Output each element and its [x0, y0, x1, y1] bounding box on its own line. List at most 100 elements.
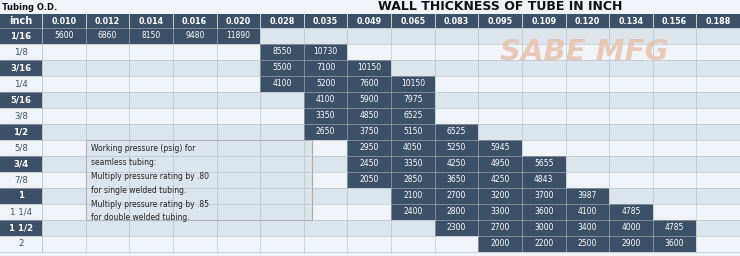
- Bar: [303, 188, 347, 204]
- Bar: [565, 204, 609, 220]
- Text: 9480: 9480: [185, 31, 204, 40]
- Bar: [86, 156, 130, 172]
- Bar: [434, 124, 478, 140]
- Bar: [42, 92, 86, 108]
- Bar: [173, 92, 217, 108]
- Bar: [478, 172, 522, 188]
- Text: 0.028: 0.028: [269, 16, 295, 26]
- Bar: [130, 172, 173, 188]
- Text: 5900: 5900: [360, 95, 379, 104]
- Bar: [0, 156, 42, 172]
- Bar: [609, 188, 653, 204]
- Bar: [565, 236, 609, 252]
- Bar: [522, 204, 565, 220]
- Bar: [260, 220, 303, 236]
- Bar: [173, 156, 217, 172]
- Bar: [173, 172, 217, 188]
- Bar: [653, 108, 696, 124]
- Bar: [653, 204, 696, 220]
- Bar: [522, 236, 565, 252]
- Text: 0.188: 0.188: [705, 16, 731, 26]
- Bar: [86, 14, 130, 28]
- Bar: [173, 220, 217, 236]
- Text: 10150: 10150: [357, 63, 381, 72]
- Bar: [86, 108, 130, 124]
- Bar: [347, 236, 391, 252]
- Bar: [565, 44, 609, 60]
- Text: 4843: 4843: [534, 176, 554, 185]
- Text: 2200: 2200: [534, 240, 554, 249]
- Bar: [609, 92, 653, 108]
- Bar: [347, 28, 391, 44]
- Text: 5600: 5600: [54, 31, 73, 40]
- Text: 7/8: 7/8: [14, 176, 28, 185]
- Bar: [260, 14, 303, 28]
- Bar: [696, 140, 740, 156]
- Bar: [86, 140, 312, 220]
- Bar: [0, 108, 42, 124]
- Text: 3400: 3400: [577, 223, 597, 232]
- Text: 1/4: 1/4: [14, 80, 28, 89]
- Text: 0.020: 0.020: [226, 16, 251, 26]
- Bar: [303, 204, 347, 220]
- Bar: [0, 60, 42, 76]
- Bar: [42, 156, 86, 172]
- Bar: [609, 44, 653, 60]
- Bar: [0, 0, 260, 14]
- Bar: [42, 108, 86, 124]
- Text: 1 1/2: 1 1/2: [9, 223, 33, 232]
- Bar: [303, 220, 347, 236]
- Bar: [478, 220, 522, 236]
- Bar: [696, 172, 740, 188]
- Bar: [217, 220, 260, 236]
- Bar: [609, 204, 653, 220]
- Bar: [609, 28, 653, 44]
- Text: 8550: 8550: [272, 48, 292, 57]
- Bar: [347, 76, 391, 92]
- Text: 5150: 5150: [403, 127, 423, 136]
- Bar: [173, 14, 217, 28]
- Bar: [478, 108, 522, 124]
- Bar: [434, 14, 478, 28]
- Bar: [260, 188, 303, 204]
- Text: 4250: 4250: [491, 176, 510, 185]
- Text: 3350: 3350: [316, 112, 335, 121]
- Bar: [260, 156, 303, 172]
- Bar: [522, 140, 565, 156]
- Bar: [347, 124, 391, 140]
- Bar: [347, 108, 391, 124]
- Text: 3300: 3300: [491, 208, 510, 217]
- Text: 2650: 2650: [316, 127, 335, 136]
- Bar: [173, 236, 217, 252]
- Bar: [696, 236, 740, 252]
- Bar: [130, 236, 173, 252]
- Bar: [696, 28, 740, 44]
- Bar: [565, 156, 609, 172]
- Bar: [696, 76, 740, 92]
- Bar: [391, 188, 434, 204]
- Bar: [391, 172, 434, 188]
- Bar: [565, 172, 609, 188]
- Bar: [86, 236, 130, 252]
- Bar: [565, 28, 609, 44]
- Bar: [478, 28, 522, 44]
- Bar: [391, 220, 434, 236]
- Bar: [86, 204, 130, 220]
- Text: 2950: 2950: [360, 144, 379, 153]
- Bar: [86, 220, 130, 236]
- Bar: [696, 220, 740, 236]
- Bar: [0, 204, 42, 220]
- Bar: [260, 60, 303, 76]
- Bar: [522, 44, 565, 60]
- Bar: [434, 92, 478, 108]
- Bar: [522, 124, 565, 140]
- Bar: [696, 92, 740, 108]
- Text: 4100: 4100: [578, 208, 597, 217]
- Bar: [522, 28, 565, 44]
- Text: 5250: 5250: [447, 144, 466, 153]
- Text: 2100: 2100: [403, 191, 423, 200]
- Text: 3200: 3200: [491, 191, 510, 200]
- Text: 11890: 11890: [226, 31, 250, 40]
- Bar: [173, 76, 217, 92]
- Text: 3/8: 3/8: [14, 112, 28, 121]
